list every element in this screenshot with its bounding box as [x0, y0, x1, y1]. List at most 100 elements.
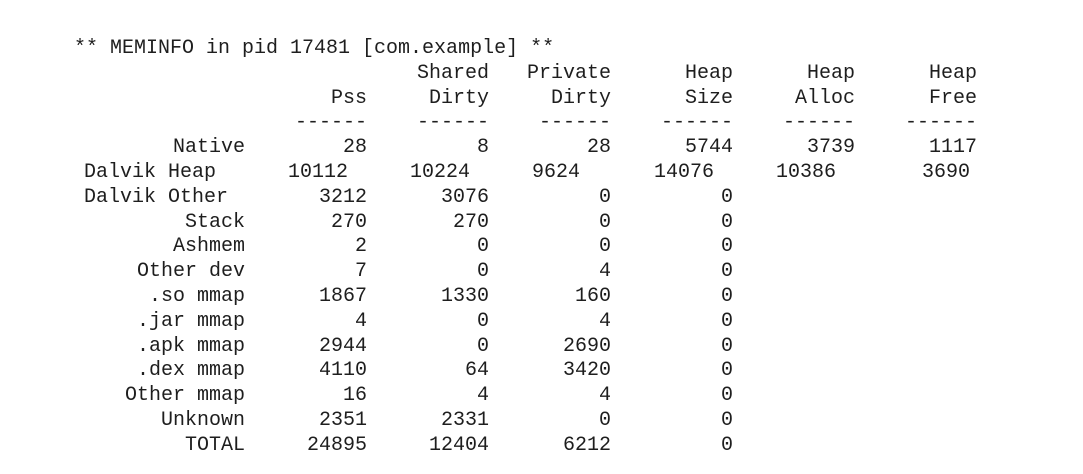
row-value: 0: [720, 359, 733, 383]
separator: ------: [660, 111, 733, 135]
header-private: Private: [526, 61, 611, 85]
row-label: Other mmap: [124, 384, 245, 408]
header-row-1: Shared Private Heap Heap Heap: [74, 62, 1074, 87]
table-row: Unknown 2351 2331 0 0: [74, 409, 1074, 434]
row-value: 10112: [288, 160, 349, 184]
separator: ------: [538, 111, 611, 135]
row-value: 12404: [428, 433, 489, 457]
table-row: .dex mmap 4110 64 3420 0: [74, 359, 1074, 384]
header-heap-size-top: Heap: [684, 61, 733, 85]
row-value: 4: [598, 384, 611, 408]
row-value: 5744: [684, 136, 733, 160]
header-heap-alloc: Alloc: [794, 86, 855, 110]
table-row: TOTAL 24895 12404 6212 0: [74, 434, 1074, 459]
row-value: 3739: [806, 136, 855, 160]
separator: ------: [416, 111, 489, 135]
row-value: 10386: [776, 160, 837, 184]
row-value: 3076: [440, 185, 489, 209]
table-row: Dalvik Heap 10112 10224 9624 14076 10386 3690: [74, 161, 1074, 186]
row-value: 2: [354, 235, 367, 259]
row-value: 0: [476, 260, 489, 284]
header-row-2: Pss Dirty Dirty Size Alloc Free: [74, 87, 1074, 112]
row-value: 0: [720, 334, 733, 358]
row-value: 4: [476, 384, 489, 408]
table-row: .apk mmap 2944 0 2690 0: [74, 335, 1074, 360]
row-value: 0: [720, 185, 733, 209]
row-value: 0: [720, 433, 733, 457]
row-label: .dex mmap: [136, 359, 245, 383]
row-value: 9624: [532, 160, 581, 184]
meminfo-title: ** MEMINFO in pid 17481 [com.example] **: [74, 37, 555, 60]
header-shared-dirty: Dirty: [428, 86, 489, 110]
row-value: 24895: [306, 433, 367, 457]
row-value: 6212: [562, 433, 611, 457]
row-label: Dalvik Heap: [84, 160, 217, 184]
table-row: Stack 270 270 0 0: [74, 211, 1074, 236]
row-value: 64: [464, 359, 489, 383]
row-value: 0: [598, 185, 611, 209]
table-row: Ashmem 2 0 0 0: [74, 235, 1074, 260]
row-value: 0: [720, 235, 733, 259]
row-value: 0: [598, 235, 611, 259]
row-value: 28: [586, 136, 611, 160]
header-heap-free: Free: [928, 86, 977, 110]
row-label: .so mmap: [148, 284, 245, 308]
header-shared: Shared: [416, 61, 489, 85]
row-label: Stack: [184, 210, 245, 234]
row-value: 3212: [318, 185, 367, 209]
row-value: 0: [720, 408, 733, 432]
row-value: 0: [720, 284, 733, 308]
row-value: 0: [720, 384, 733, 408]
header-heap-alloc-top: Heap: [806, 61, 855, 85]
row-value: 2944: [318, 334, 367, 358]
row-value: 3690: [922, 160, 971, 184]
row-value: 28: [342, 136, 367, 160]
table-row: Dalvik Other 3212 3076 0 0: [74, 186, 1074, 211]
table-row: Other dev 7 0 4 0: [74, 260, 1074, 285]
row-value: 270: [452, 210, 489, 234]
table-row: Native 28 8 28 5744 3739 1117: [74, 136, 1074, 161]
row-value: 1117: [928, 136, 977, 160]
row-label: Unknown: [160, 408, 245, 432]
row-value: 10224: [410, 160, 471, 184]
row-value: 14076: [654, 160, 715, 184]
row-value: 0: [476, 235, 489, 259]
row-value: 270: [330, 210, 367, 234]
row-value: 16: [342, 384, 367, 408]
row-value: 4: [354, 309, 367, 333]
separator: ------: [904, 111, 977, 135]
row-value: 160: [574, 284, 611, 308]
meminfo-output: ** MEMINFO in pid 17481 [com.example] **…: [74, 37, 1074, 459]
row-label: Native: [172, 136, 245, 160]
separator: ------: [294, 111, 367, 135]
row-value: 0: [720, 260, 733, 284]
row-label: .apk mmap: [136, 334, 245, 358]
row-label: Dalvik Other: [84, 185, 229, 209]
row-label: TOTAL: [184, 433, 245, 457]
row-value: 4: [598, 309, 611, 333]
row-value: 0: [720, 210, 733, 234]
row-value: 4110: [318, 359, 367, 383]
row-value: 0: [476, 309, 489, 333]
row-value: 0: [598, 210, 611, 234]
row-label: Other dev: [136, 260, 245, 284]
header-private-dirty: Dirty: [550, 86, 611, 110]
row-value: 4: [598, 260, 611, 284]
row-value: 1867: [318, 284, 367, 308]
row-value: 8: [476, 136, 489, 160]
separator: ------: [782, 111, 855, 135]
row-value: 2690: [562, 334, 611, 358]
row-value: 1330: [440, 284, 489, 308]
row-label: .jar mmap: [136, 309, 245, 333]
row-value: 2331: [440, 408, 489, 432]
header-heap-free-top: Heap: [928, 61, 977, 85]
row-value: 0: [720, 309, 733, 333]
row-value: 7: [354, 260, 367, 284]
header-heap-size: Size: [684, 86, 733, 110]
row-value: 3420: [562, 359, 611, 383]
table-row: Other mmap 16 4 4 0: [74, 384, 1074, 409]
row-value: 2351: [318, 408, 367, 432]
table-row: .jar mmap 4 0 4 0: [74, 310, 1074, 335]
row-value: 0: [476, 334, 489, 358]
header-pss: Pss: [330, 86, 367, 110]
